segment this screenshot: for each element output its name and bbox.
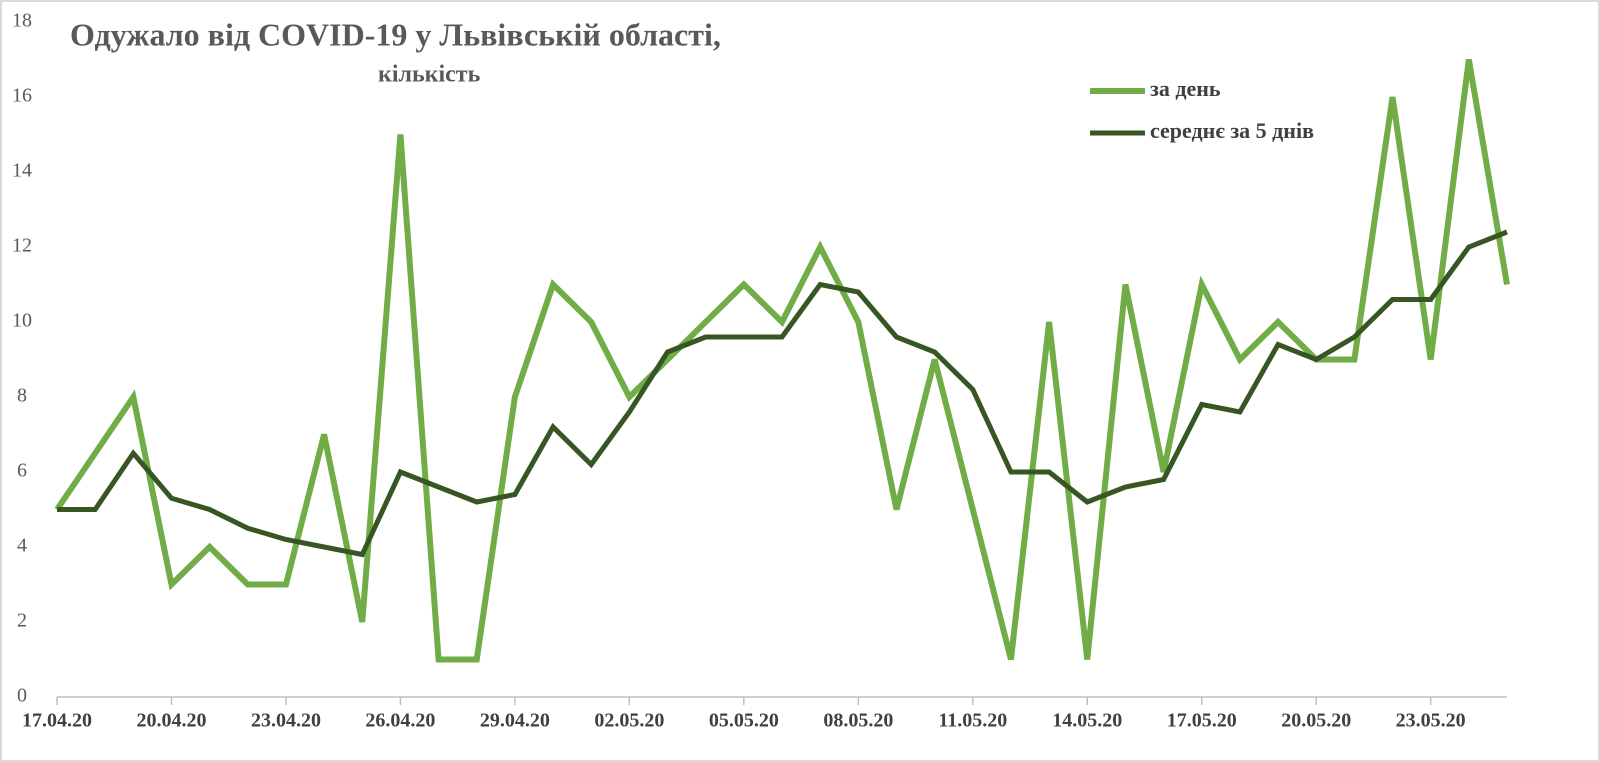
x-tick-label: 26.04.20 bbox=[365, 710, 435, 732]
y-tick-label: 14 bbox=[12, 160, 32, 182]
data-line bbox=[54, 58, 1510, 663]
y-tick-label: 10 bbox=[12, 310, 32, 332]
y-tick-label: 16 bbox=[12, 85, 32, 107]
x-tick-label: 02.05.20 bbox=[594, 710, 664, 732]
data-line bbox=[57, 229, 1508, 558]
y-tick-label: 6 bbox=[17, 460, 27, 482]
x-tick-label: 11.05.20 bbox=[938, 710, 1007, 732]
y-tick-label: 2 bbox=[17, 610, 27, 632]
chart-title: Одужало від COVID-19 у Львівській област… bbox=[70, 16, 721, 52]
x-tick-label: 17.04.20 bbox=[22, 710, 92, 732]
x-tick-label: 20.04.20 bbox=[136, 710, 206, 732]
y-tick-label: 4 bbox=[17, 535, 27, 557]
legend-label: за день bbox=[1150, 76, 1221, 101]
x-tick-label: 14.05.20 bbox=[1052, 710, 1122, 732]
x-tick-label: 23.04.20 bbox=[251, 710, 321, 732]
y-tick-label: 12 bbox=[12, 235, 32, 257]
y-tick-label: 18 bbox=[12, 10, 32, 32]
chart-subtitle: кількість bbox=[378, 62, 481, 88]
legend-label: середнє за 5 днів bbox=[1150, 118, 1314, 143]
x-tick-label: 17.05.20 bbox=[1167, 710, 1237, 732]
y-tick-label: 0 bbox=[17, 685, 27, 707]
x-tick-label: 23.05.20 bbox=[1396, 710, 1466, 732]
x-tick-label: 20.05.20 bbox=[1281, 710, 1351, 732]
x-tick-label: 29.04.20 bbox=[480, 710, 550, 732]
x-tick-label: 08.05.20 bbox=[823, 710, 893, 732]
x-tick-label: 05.05.20 bbox=[709, 710, 779, 732]
y-tick-label: 8 bbox=[17, 385, 27, 407]
